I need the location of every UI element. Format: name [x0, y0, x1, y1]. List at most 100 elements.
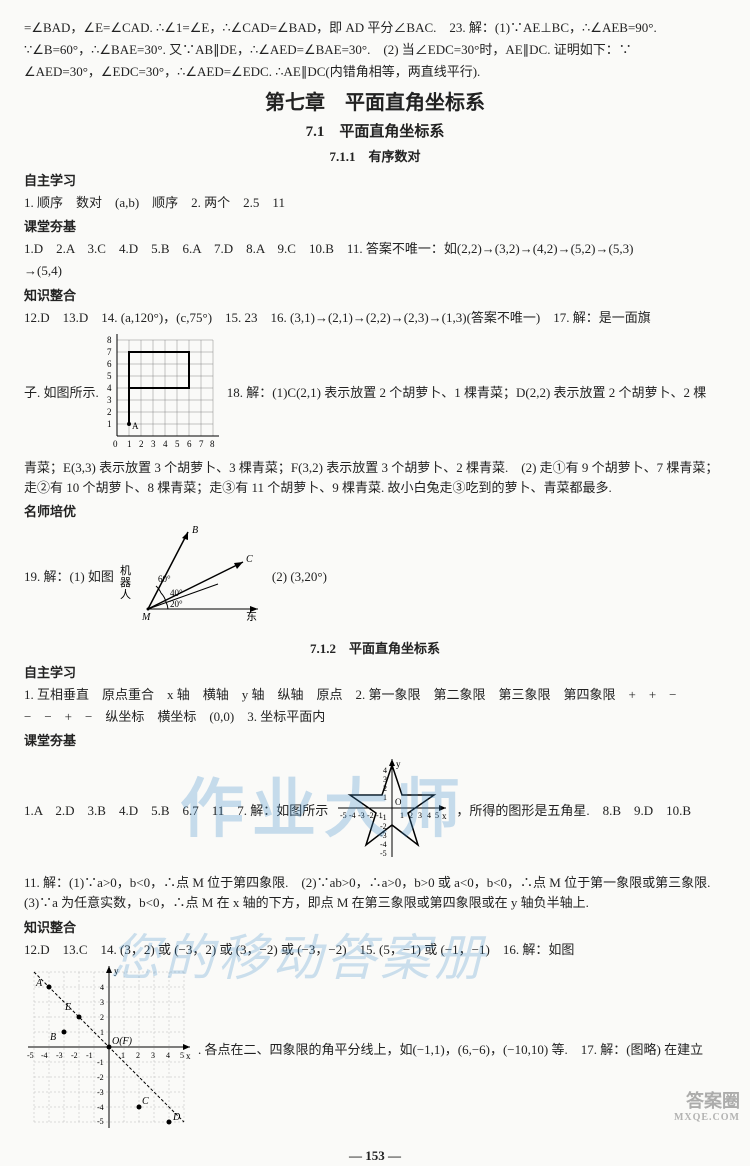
q16-coord-figure: x y 12345 -1-2-3-4-5 1234 -1-2-3-4-5 A E… [24, 962, 194, 1138]
q19-row: 19. 解：(1) 如图 B C M 东 机器人 20° 40° 60° (2)… [24, 524, 726, 630]
svg-text:-5: -5 [27, 1051, 34, 1060]
svg-text:C: C [142, 1096, 149, 1107]
svg-text:4: 4 [163, 439, 168, 449]
svg-text:1: 1 [127, 439, 132, 449]
svg-text:-4: -4 [349, 811, 356, 820]
svg-text:60°: 60° [158, 574, 171, 584]
svg-text:3: 3 [151, 1051, 155, 1060]
q17-pre-text: 子. 如图所示. [24, 383, 99, 403]
heading-zizhu-2: 自主学习 [24, 663, 726, 683]
svg-text:-5: -5 [340, 811, 347, 820]
svg-text:2: 2 [107, 407, 112, 417]
svg-text:1: 1 [400, 811, 404, 820]
zhishi-712: 12.D 13.C 14. (3，2) 或 (−3，2) 或 (3，−2) 或 … [24, 940, 726, 960]
svg-text:1: 1 [100, 1028, 104, 1037]
heading-zhishi-2: 知识整合 [24, 918, 726, 938]
svg-text:-1: -1 [97, 1058, 104, 1067]
svg-text:40°: 40° [170, 588, 183, 598]
svg-text:6: 6 [187, 439, 192, 449]
svg-text:2: 2 [100, 1013, 104, 1022]
svg-text:1: 1 [107, 419, 112, 429]
svg-text:机: 机 [120, 563, 131, 577]
svg-text:1: 1 [383, 793, 387, 802]
zizhu-712-b: − − + − 纵坐标 横坐标 (0,0) 3. 坐标平面内 [24, 707, 726, 727]
svg-text:5: 5 [180, 1051, 184, 1060]
svg-text:O: O [395, 797, 402, 807]
svg-text:8: 8 [107, 335, 112, 345]
svg-text:-3: -3 [56, 1051, 63, 1060]
ketang-712-row: 1.A 2.D 3.B 4.D 5.B 6.7 11 7. 解：如图所示 y x… [24, 753, 726, 869]
svg-text:-2: -2 [97, 1073, 104, 1082]
subsection-7-1-2-title: 7.1.2 平面直角坐标系 [24, 639, 726, 659]
page-number: — 153 — [24, 1146, 726, 1166]
preamble-line-2: ∵∠B=60°，∴∠BAE=30°. 又∵AB∥DE，∴∠AED=∠BAE=30… [24, 40, 726, 60]
heading-ketang-1: 课堂夯基 [24, 217, 726, 237]
svg-text:4: 4 [427, 811, 431, 820]
svg-text:器: 器 [120, 576, 131, 589]
svg-text:-3: -3 [97, 1088, 104, 1097]
svg-text:-5: -5 [380, 849, 387, 858]
zizhu-712-a: 1. 互相垂直 原点重合 x 轴 横轴 y 轴 纵轴 原点 2. 第一象限 第二… [24, 685, 726, 705]
corner-small: MXQE.COM [674, 1112, 740, 1123]
svg-text:M: M [141, 612, 151, 623]
corner-watermark: 答案圈 MXQE.COM [674, 1092, 740, 1123]
svg-text:4: 4 [107, 383, 112, 393]
svg-text:B: B [192, 525, 198, 536]
svg-text:5: 5 [107, 371, 112, 381]
svg-text:1: 1 [121, 1051, 125, 1060]
svg-text:4: 4 [100, 983, 104, 992]
svg-text:3: 3 [107, 395, 112, 405]
q11-text: 11. 解：(1)∵a>0，b<0，∴点 M 位于第四象限. (2)∵ab>0，… [24, 873, 726, 913]
ketang-711-a: 1.D 2.A 3.C 4.D 5.B 6.A 7.D 8.A 9.C 10.B… [24, 239, 726, 259]
svg-text:3: 3 [151, 439, 156, 449]
svg-text:-3: -3 [358, 811, 365, 820]
heading-zhishi-1: 知识整合 [24, 286, 726, 306]
svg-text:7: 7 [107, 347, 112, 357]
subsection-7-1-1-title: 7.1.1 有序数对 [24, 147, 726, 167]
heading-mingshi: 名师培优 [24, 502, 726, 522]
q19-angle-figure: B C M 东 机器人 20° 40° 60° [118, 524, 268, 630]
svg-text:x: x [442, 811, 447, 821]
svg-text:-4: -4 [97, 1103, 104, 1112]
svg-text:-4: -4 [41, 1051, 48, 1060]
svg-text:2: 2 [136, 1051, 140, 1060]
svg-text:人: 人 [120, 588, 131, 601]
svg-text:-2: -2 [367, 811, 374, 820]
preamble-line-3: ∠AED=30°，∠EDC=30°，∴∠AED=∠EDC. ∴AE∥DC(内错角… [24, 62, 726, 82]
q19-post-text: (2) (3,20°) [272, 567, 327, 587]
svg-text:-5: -5 [97, 1117, 104, 1126]
svg-text:3: 3 [418, 811, 422, 820]
chapter-title: 第七章 平面直角坐标系 [24, 88, 726, 119]
ketang-712-pre: 1.A 2.D 3.B 4.D 5.B 6.7 11 7. 解：如图所示 [24, 801, 328, 821]
ketang-711-b: →(5,4) [24, 261, 726, 281]
zhishi-711: 12.D 13.D 14. (a,120°)，(c,75°) 15. 23 16… [24, 308, 726, 328]
q17-flag-figure: A 0 12345678 12345678 [103, 330, 223, 456]
svg-text:5: 5 [435, 811, 439, 820]
q18-cont: 青菜；E(3,3) 表示放置 3 个胡萝卜、3 棵青菜；F(3,2) 表示放置 … [24, 458, 726, 498]
svg-text:-1: -1 [380, 813, 387, 822]
svg-text:C: C [246, 554, 253, 565]
svg-text:东: 东 [246, 610, 257, 623]
svg-text:5: 5 [175, 439, 180, 449]
svg-text:2: 2 [139, 439, 144, 449]
section-7-1-title: 7.1 平面直角坐标系 [24, 121, 726, 144]
q18-text: 18. 解：(1)C(2,1) 表示放置 2 个胡萝卜、1 棵青菜；D(2,2)… [227, 383, 726, 403]
svg-text:y: y [396, 759, 401, 769]
svg-text:3: 3 [100, 998, 104, 1007]
q16-row: x y 12345 -1-2-3-4-5 1234 -1-2-3-4-5 A E… [24, 962, 726, 1138]
star-figure: y x O 12345 -1-2-3-4-5 1234 -1-2-3-4-5 [332, 753, 452, 869]
svg-text:6: 6 [107, 359, 112, 369]
ketang-712-post: ，所得的图形是五角星. 8.B 9.D 10.B [456, 801, 726, 821]
zizhu-711-content: 1. 顺序 数对 (a,b) 顺序 2. 两个 2.5 11 [24, 193, 726, 213]
q17-row: 子. 如图所示. A 0 12345678 12345678 18. 解：(1)… [24, 330, 726, 456]
svg-text:8: 8 [210, 439, 215, 449]
svg-text:-4: -4 [380, 840, 387, 849]
q19-pre-text: 19. 解：(1) 如图 [24, 567, 114, 587]
label-A: A [132, 421, 139, 431]
heading-zizhu-1: 自主学习 [24, 171, 726, 191]
svg-text:4: 4 [383, 766, 387, 775]
svg-text:B: B [50, 1032, 56, 1043]
q16-post-text: . 各点在二、四象限的角平分线上，如(−1,1)，(6,−6)，(−10,10)… [198, 962, 726, 1060]
svg-text:-1: -1 [86, 1051, 93, 1060]
svg-text:4: 4 [166, 1051, 170, 1060]
